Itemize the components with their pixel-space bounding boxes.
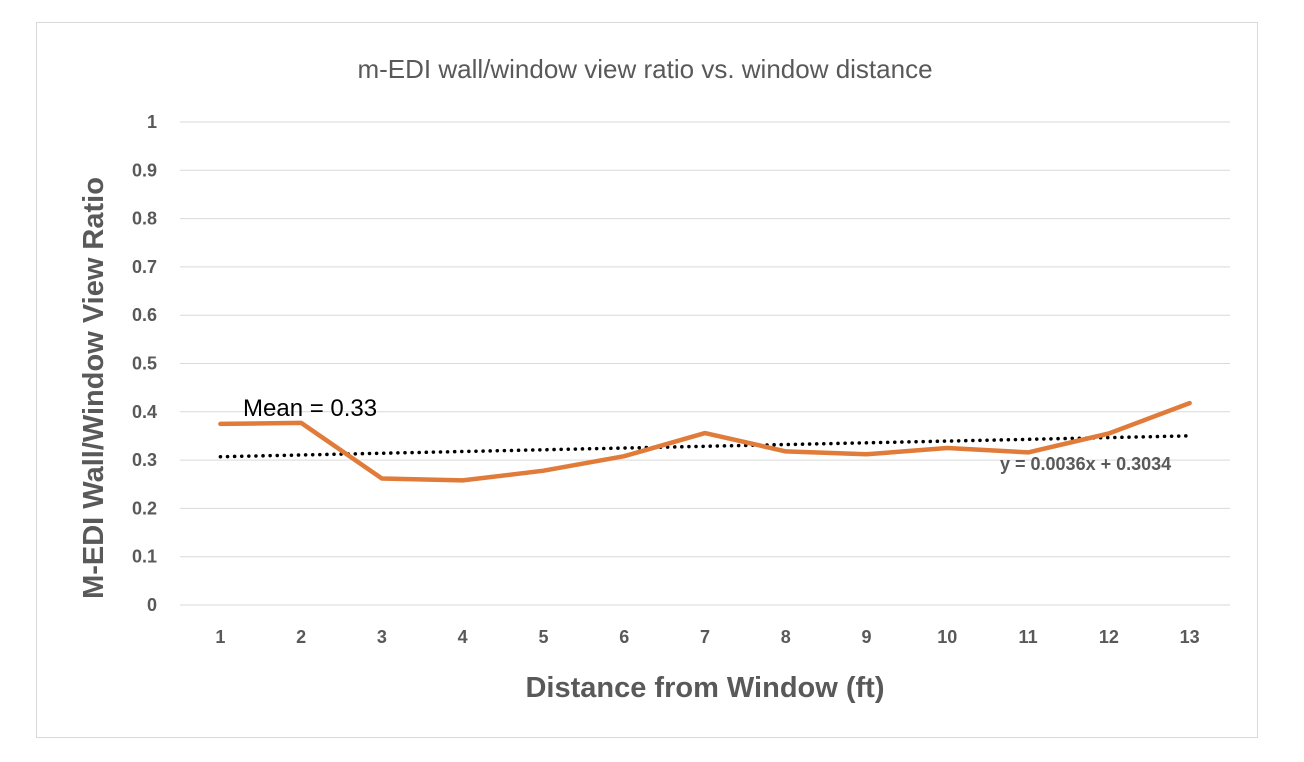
x-tick-label: 11 (1019, 627, 1038, 647)
mean-annotation: Mean = 0.33 (243, 395, 377, 422)
x-tick-label: 6 (619, 627, 629, 647)
x-tick-label: 9 (862, 627, 872, 647)
y-tick-label: 1 (147, 112, 157, 132)
y-axis-ticks: 0 0.1 0.2 0.3 0.4 0.5 0.6 0.7 0.8 0.9 1 (132, 112, 157, 615)
trendline-group (218, 434, 1192, 459)
y-tick-label: 0.8 (132, 209, 157, 229)
trendline-equation: y = 0.0036x + 0.3034 (1000, 454, 1171, 474)
gridlines (180, 121, 1230, 606)
x-tick-label: 4 (458, 627, 468, 647)
y-tick-label: 0.1 (132, 547, 157, 567)
x-tick-label: 3 (377, 627, 387, 647)
x-tick-label: 7 (700, 627, 710, 647)
y-tick-label: 0.2 (132, 498, 157, 518)
series-group (218, 400, 1192, 483)
x-tick-label: 10 (937, 627, 957, 647)
x-axis-title: Distance from Window (ft) (525, 672, 884, 704)
x-tick-label: 8 (781, 627, 791, 647)
y-axis-title: M-EDI Wall/Window View Ratio (78, 177, 110, 599)
y-tick-label: 0.3 (132, 450, 157, 470)
y-tick-label: 0 (147, 595, 157, 615)
chart-title: m-EDI wall/window view ratio vs. window … (357, 54, 932, 84)
x-tick-label: 12 (1099, 627, 1119, 647)
y-tick-label: 0.9 (132, 160, 157, 180)
x-tick-label: 5 (538, 627, 548, 647)
y-tick-label: 0.7 (132, 257, 157, 277)
x-tick-label: 2 (296, 627, 306, 647)
trendline (218, 434, 1192, 459)
chart-frame (36, 22, 1258, 738)
y-tick-label: 0.5 (132, 354, 157, 374)
x-tick-label: 1 (215, 627, 225, 647)
y-tick-label: 0.4 (132, 402, 157, 422)
x-axis-ticks: 1 2 3 4 5 6 7 8 9 10 11 12 13 (215, 627, 1199, 647)
x-tick-label: 13 (1180, 627, 1200, 647)
y-tick-label: 0.6 (132, 305, 157, 325)
